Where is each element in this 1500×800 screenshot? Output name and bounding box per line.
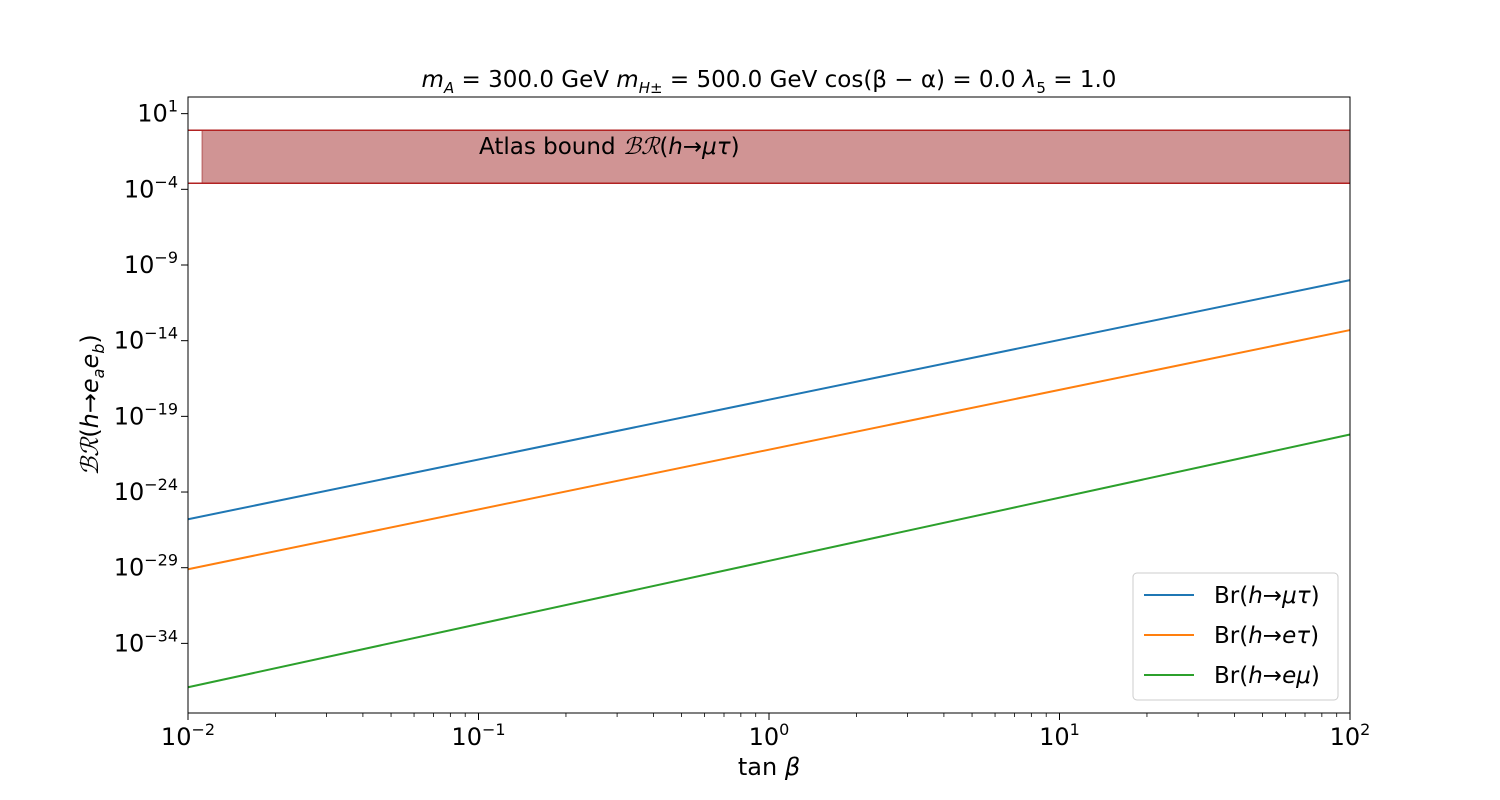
- x-tick-exp-4: 2: [1360, 720, 1370, 739]
- y-axis-label-h: h: [76, 413, 104, 428]
- title-lambda-value: = 1.0: [1046, 67, 1116, 93]
- y-tick-base-3: 10: [114, 327, 145, 355]
- y-tick-exp-0: 1: [168, 97, 178, 116]
- y-tick-exp-3: −14: [144, 324, 178, 343]
- y-tick-base-1: 10: [124, 175, 155, 203]
- atlas-bound-prefix: Atlas bound: [479, 134, 623, 160]
- y-tick-exp-2: −9: [154, 248, 178, 267]
- x-tick-base-4: 10: [1330, 723, 1361, 751]
- y-axis-label: ℬℛ(h→eaeb): [76, 334, 108, 476]
- y-tick-label-0: 101: [137, 97, 178, 128]
- legend-label-channel-1: eτ: [1282, 623, 1310, 649]
- y-axis-label-ea: e: [76, 378, 104, 393]
- x-axis-label-prefix: tan: [738, 753, 785, 781]
- title-mh-value: = 500.0 GeV cos(β − α) = 0.0: [663, 67, 1023, 93]
- title-ma-sub: A: [443, 79, 454, 97]
- title-lambda-sub: 5: [1036, 79, 1046, 97]
- y-tick-exp-5: −24: [144, 475, 178, 494]
- y-tick-exp-1: −4: [154, 172, 178, 191]
- y-tick-label-7: 10−34: [114, 626, 178, 657]
- x-tick-label-1: 10−1: [451, 720, 505, 751]
- legend-label-2: Br(h→eμ): [1214, 663, 1320, 689]
- legend-label-h-0: h: [1248, 583, 1263, 609]
- x-tick-base-2: 10: [749, 723, 780, 751]
- legend-label-channel-0: μτ: [1281, 583, 1311, 609]
- atlas-bound-channel: μτ: [701, 134, 731, 160]
- legend-label-suffix-2: ): [1311, 663, 1320, 689]
- legend-box: [1132, 572, 1339, 701]
- x-tick-exp-1: −1: [482, 720, 506, 739]
- y-tick-base-4: 10: [114, 402, 145, 430]
- x-tick-base-3: 10: [1039, 723, 1070, 751]
- y-tick-exp-7: −34: [144, 626, 178, 645]
- y-tick-label-5: 10−24: [114, 475, 178, 506]
- atlas-bound-open: (: [659, 134, 668, 160]
- title-ma-value: = 300.0 GeV: [454, 67, 616, 93]
- y-tick-base-0: 10: [137, 100, 168, 128]
- y-tick-base-7: 10: [114, 629, 145, 657]
- legend-label-h-2: h: [1248, 663, 1263, 689]
- y-tick-label-1: 10−4: [124, 172, 178, 203]
- legend-label-arrow-0: →: [1263, 583, 1282, 609]
- x-tick-exp-2: 0: [779, 720, 789, 739]
- tick-layer: 10−2 10−1 100 101 10210110−410−910−1410−1910…: [114, 97, 1371, 751]
- atlas-bound-label: Atlas bound ℬℛ(h→μτ): [479, 134, 740, 160]
- legend-label-1: Br(h→eτ): [1214, 623, 1319, 649]
- chart-title: mA = 300.0 GeV mH± = 500.0 GeV cos(β − α…: [422, 67, 1117, 97]
- title-lambda-symbol: λ: [1021, 67, 1037, 93]
- x-tick-base-0: 10: [161, 723, 192, 751]
- x-tick-exp-3: 1: [1070, 720, 1080, 739]
- title-ma-symbol: m: [422, 67, 444, 93]
- legend-label-arrow-2: →: [1263, 663, 1282, 689]
- legend-label-arrow-1: →: [1263, 623, 1282, 649]
- series-line-2: [187, 433, 1351, 689]
- atlas-bound-script: ℬℛ: [623, 134, 661, 160]
- atlas-bound-layer: [188, 129, 1350, 185]
- y-tick-label-4: 10−19: [114, 399, 178, 430]
- legend: Br(h→μτ)Br(h→eτ)Br(h→eμ): [1132, 572, 1339, 701]
- x-axis-label-symbol: β: [784, 753, 800, 781]
- y-tick-base-5: 10: [114, 478, 145, 506]
- x-tick-base-1: 10: [451, 723, 482, 751]
- y-tick-exp-6: −29: [144, 551, 178, 570]
- x-tick-exp-0: −2: [191, 720, 215, 739]
- y-tick-label-6: 10−29: [114, 551, 178, 582]
- atlas-bound-arrow: →: [683, 134, 702, 160]
- legend-label-suffix-1: ): [1310, 623, 1319, 649]
- y-tick-label-2: 10−9: [124, 248, 178, 279]
- atlas-bound-band: [202, 130, 1350, 184]
- y-tick-base-2: 10: [124, 251, 155, 279]
- x-tick-label-2: 100: [749, 720, 790, 751]
- y-tick-exp-4: −19: [144, 399, 178, 418]
- x-tick-label-4: 102: [1330, 720, 1371, 751]
- legend-label-0: Br(h→μτ): [1214, 583, 1320, 609]
- series-line-1: [187, 329, 1351, 571]
- series-line-0: [187, 279, 1351, 521]
- x-axis-label: tan β: [738, 753, 800, 781]
- legend-items: Br(h→μτ)Br(h→eτ)Br(h→eμ): [1144, 583, 1320, 689]
- y-axis-label-close: ): [76, 334, 104, 343]
- y-tick-base-6: 10: [114, 554, 145, 582]
- legend-label-h-1: h: [1248, 623, 1263, 649]
- title-mh-symbol: m: [616, 67, 638, 93]
- legend-label-suffix-0: ): [1311, 583, 1320, 609]
- title-mh-sub: H±: [639, 79, 663, 97]
- y-axis-label-a: a: [89, 369, 108, 379]
- y-axis-label-open: (: [76, 428, 104, 437]
- x-tick-label-0: 10−2: [161, 720, 215, 751]
- x-tick-label-3: 101: [1039, 720, 1080, 751]
- legend-label-channel-2: eμ: [1282, 663, 1311, 689]
- y-axis-label-eb: e: [76, 354, 104, 369]
- legend-label-prefix-0: Br(: [1214, 583, 1248, 609]
- y-axis-label-b: b: [89, 344, 108, 354]
- legend-label-prefix-2: Br(: [1214, 663, 1248, 689]
- atlas-bound-h: h: [668, 134, 683, 160]
- y-tick-label-3: 10−14: [114, 324, 178, 355]
- y-axis-label-arrow: →: [76, 393, 104, 413]
- y-axis-label-script: ℬℛ: [76, 436, 104, 476]
- atlas-bound-close: ): [731, 134, 740, 160]
- series-layer: [187, 279, 1351, 689]
- legend-label-prefix-1: Br(: [1214, 623, 1248, 649]
